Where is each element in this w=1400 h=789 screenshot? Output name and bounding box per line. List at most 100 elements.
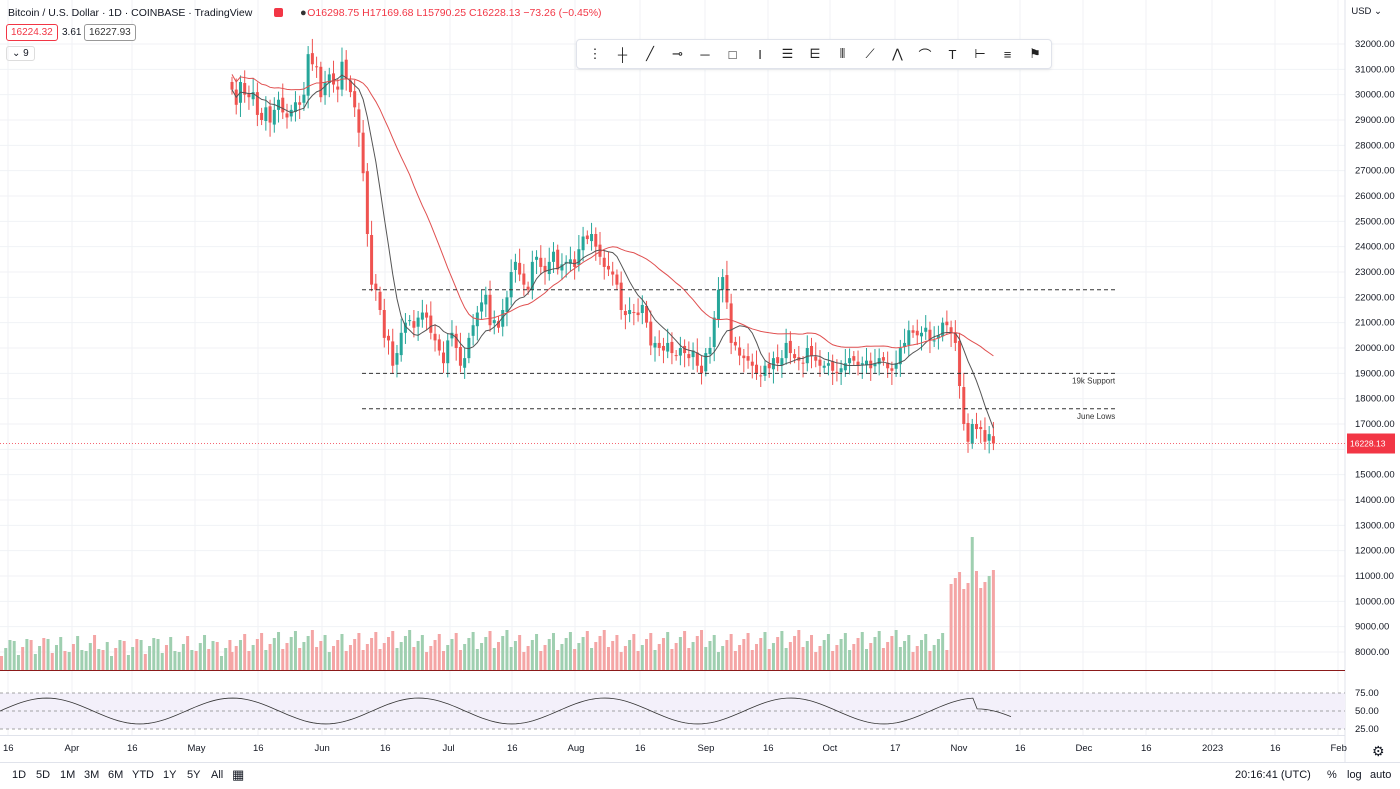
range-button-all[interactable]: All bbox=[211, 769, 224, 781]
volume-bar bbox=[877, 631, 881, 670]
time-axis-label: 16 bbox=[1270, 743, 1281, 754]
auto-toggle[interactable]: auto bbox=[1370, 769, 1392, 781]
candle-body bbox=[814, 356, 818, 361]
text-cursor-icon[interactable]: Ι bbox=[758, 46, 762, 62]
volume-bar bbox=[602, 630, 606, 670]
brush-icon[interactable]: ⌒ bbox=[918, 47, 932, 63]
volume-bar bbox=[826, 634, 830, 670]
volume-bar bbox=[788, 642, 792, 670]
candle-body bbox=[924, 327, 928, 332]
settings-gear-icon[interactable]: ⚙ bbox=[1372, 743, 1385, 759]
range-button-5d[interactable]: 5D bbox=[36, 769, 51, 781]
bid-price-box[interactable]: 16224.32 bbox=[6, 24, 58, 41]
candle-body bbox=[928, 329, 932, 341]
range-button-3m[interactable]: 3M bbox=[84, 769, 100, 781]
candle-body bbox=[919, 332, 923, 337]
ask-price-box[interactable]: 16227.93 bbox=[84, 24, 136, 41]
price-tick-label: 17000.00 bbox=[1355, 419, 1395, 430]
candle-body bbox=[391, 341, 395, 366]
volume-bar bbox=[649, 633, 653, 670]
range-button-1y[interactable]: 1Y bbox=[163, 769, 177, 781]
long-position-icon[interactable]: ⫴ bbox=[839, 46, 846, 61]
candle-body bbox=[602, 257, 606, 267]
candle-body bbox=[843, 363, 847, 371]
symbol-title[interactable]: Bitcoin / U.S. Dollar · 1D · COINBASE · … bbox=[8, 7, 253, 19]
candle-body bbox=[357, 109, 361, 133]
volume-bar bbox=[387, 637, 391, 670]
trend-line-icon[interactable]: ╱ bbox=[646, 46, 654, 61]
candle-body bbox=[327, 74, 331, 84]
log-toggle[interactable]: log bbox=[1347, 769, 1362, 781]
candle-body bbox=[962, 387, 966, 424]
time-axis-label: May bbox=[188, 743, 206, 754]
volume-bar bbox=[958, 572, 962, 670]
calendar-icon[interactable]: ▦ bbox=[232, 767, 245, 782]
fib-retracement-icon[interactable]: ≡ bbox=[1003, 46, 1012, 62]
volume-bar bbox=[332, 646, 336, 670]
time-axis-label: Nov bbox=[951, 743, 968, 754]
volume-bar bbox=[551, 633, 555, 670]
range-button-1d[interactable]: 1D bbox=[12, 769, 27, 781]
volume-bar bbox=[932, 645, 936, 670]
candle-body bbox=[831, 361, 835, 371]
candle-body bbox=[763, 365, 767, 376]
candle-body bbox=[750, 361, 754, 366]
volume-bar bbox=[941, 633, 945, 670]
volume-bar bbox=[458, 650, 462, 670]
pitchfork-icon[interactable]: ⋿ bbox=[809, 46, 821, 61]
volume-bar bbox=[496, 642, 500, 670]
range-button-6m[interactable]: 6M bbox=[108, 769, 124, 781]
volume-bar bbox=[636, 651, 640, 670]
parallel-channel-icon[interactable]: ☰ bbox=[781, 46, 794, 61]
horizontal-line-icon[interactable]: ─ bbox=[700, 46, 710, 62]
volume-bar bbox=[76, 636, 80, 670]
volume-bar bbox=[831, 651, 835, 670]
percent-toggle[interactable]: % bbox=[1327, 769, 1337, 781]
crosshair-icon[interactable]: ┼ bbox=[617, 46, 628, 62]
candle-body bbox=[738, 347, 742, 356]
flag-icon[interactable]: ⚑ bbox=[1029, 46, 1041, 61]
candle-body bbox=[898, 348, 902, 365]
price-tick-label: 32000.00 bbox=[1355, 39, 1395, 50]
volume-bar bbox=[408, 630, 412, 670]
range-button-ytd[interactable]: YTD bbox=[132, 769, 154, 781]
indicators-toggle[interactable]: ⌄ 9 bbox=[6, 46, 35, 61]
volume-bar bbox=[522, 652, 526, 670]
polyline-icon[interactable]: ⋀ bbox=[892, 46, 903, 61]
rectangle-icon[interactable]: □ bbox=[728, 46, 737, 62]
candle-body bbox=[560, 264, 564, 271]
volume-bar bbox=[953, 578, 957, 670]
volume-bar bbox=[84, 651, 88, 670]
legend-open: O16298.75 bbox=[307, 7, 360, 19]
volume-bar bbox=[945, 650, 949, 670]
volume-bar bbox=[215, 642, 219, 670]
time-axis-label: 16 bbox=[3, 743, 14, 754]
drag-handle-icon[interactable]: ⋮ bbox=[588, 46, 602, 61]
candle-body bbox=[501, 310, 505, 327]
horizontal-ray-icon[interactable]: ⊸ bbox=[672, 46, 683, 61]
range-button-1m[interactable]: 1M bbox=[60, 769, 76, 781]
clock-time[interactable]: 20:16:41 (UTC) bbox=[1235, 769, 1311, 781]
rsi-tick-label: 25.00 bbox=[1355, 724, 1379, 735]
measure-icon[interactable]: ⊢ bbox=[974, 46, 986, 61]
candle-body bbox=[353, 91, 357, 108]
candle-body bbox=[894, 363, 898, 369]
price-tick-label: 24000.00 bbox=[1355, 242, 1395, 253]
volume-bar bbox=[425, 652, 429, 670]
eye-icon[interactable]: ● bbox=[300, 7, 307, 19]
path-icon[interactable]: ⟋ bbox=[865, 46, 875, 61]
volume-bar bbox=[97, 649, 101, 670]
range-button-5y[interactable]: 5Y bbox=[187, 769, 201, 781]
candle-body bbox=[230, 82, 234, 90]
currency-selector[interactable]: USD ⌄ bbox=[1351, 6, 1382, 17]
current-price-label: 16228.13 bbox=[1350, 439, 1386, 449]
volume-bar bbox=[983, 582, 987, 670]
candle-body bbox=[945, 321, 949, 326]
candle-body bbox=[881, 357, 885, 361]
volume-bar bbox=[501, 636, 505, 670]
candle-body bbox=[970, 424, 974, 444]
text-icon[interactable]: T bbox=[948, 46, 957, 62]
volume-bar bbox=[708, 641, 712, 670]
candle-body bbox=[915, 330, 919, 336]
